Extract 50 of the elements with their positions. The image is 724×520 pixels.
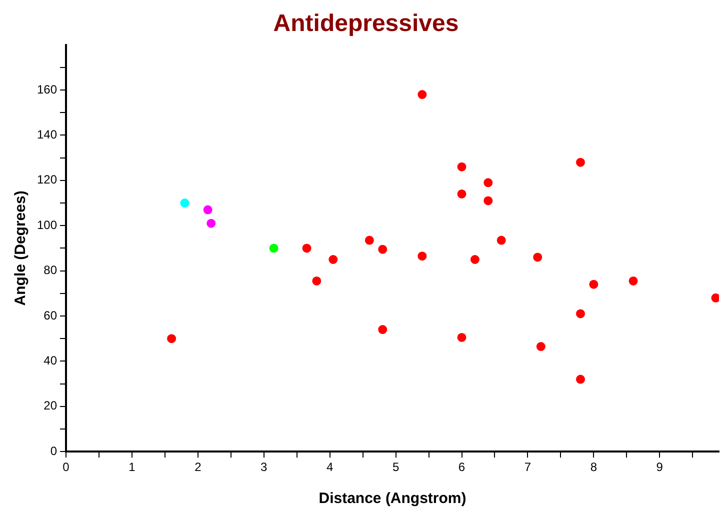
y-tick-label: 120 (36, 172, 58, 187)
x-axis-title: Distance (Angstrom) (318, 490, 466, 508)
x-tick-label: 9 (656, 460, 664, 474)
point (470, 255, 480, 264)
point (576, 158, 585, 167)
point (484, 178, 493, 188)
y-tick-label: 40 (44, 354, 58, 368)
x-tick-label: 0 (62, 460, 70, 474)
x-tick-label: 2 (194, 460, 202, 474)
point (364, 236, 374, 245)
point (328, 255, 338, 264)
y-tick-label: 160 (36, 82, 58, 96)
point (180, 198, 190, 208)
y-tick-label: 60 (44, 308, 58, 322)
point (496, 236, 506, 245)
y-tick-label: 80 (44, 263, 58, 278)
point (589, 280, 598, 289)
y-axis-title: Angle (Degrees) (12, 190, 30, 306)
point (457, 332, 466, 342)
point (457, 162, 466, 172)
point (206, 218, 216, 228)
y-tick-label: 0 (50, 444, 58, 458)
point (457, 189, 466, 198)
point (418, 90, 427, 100)
point (378, 325, 388, 334)
point (484, 196, 493, 206)
point (269, 244, 278, 253)
chart-title: Antidepressives (273, 10, 459, 38)
x-tick-label: 8 (590, 460, 598, 474)
point (167, 334, 176, 344)
x-tick-label: 6 (458, 460, 466, 474)
point (312, 276, 322, 286)
y-tick-label: 100 (36, 218, 58, 232)
point (378, 244, 388, 254)
y-tick-label: 20 (44, 398, 58, 413)
x-tick-label: 5 (392, 460, 400, 474)
y-tick-label: 140 (36, 128, 58, 142)
point (628, 276, 638, 286)
point (536, 342, 546, 352)
point (203, 205, 212, 214)
point (576, 309, 585, 318)
x-tick-label: 4 (326, 460, 334, 474)
x-tick-label: 1 (128, 460, 136, 474)
x-tick-label: 3 (260, 460, 268, 474)
point (302, 244, 312, 253)
point (533, 252, 542, 262)
x-tick-label: 7 (524, 460, 532, 474)
point (711, 293, 719, 302)
point (576, 374, 585, 384)
point (418, 252, 427, 261)
